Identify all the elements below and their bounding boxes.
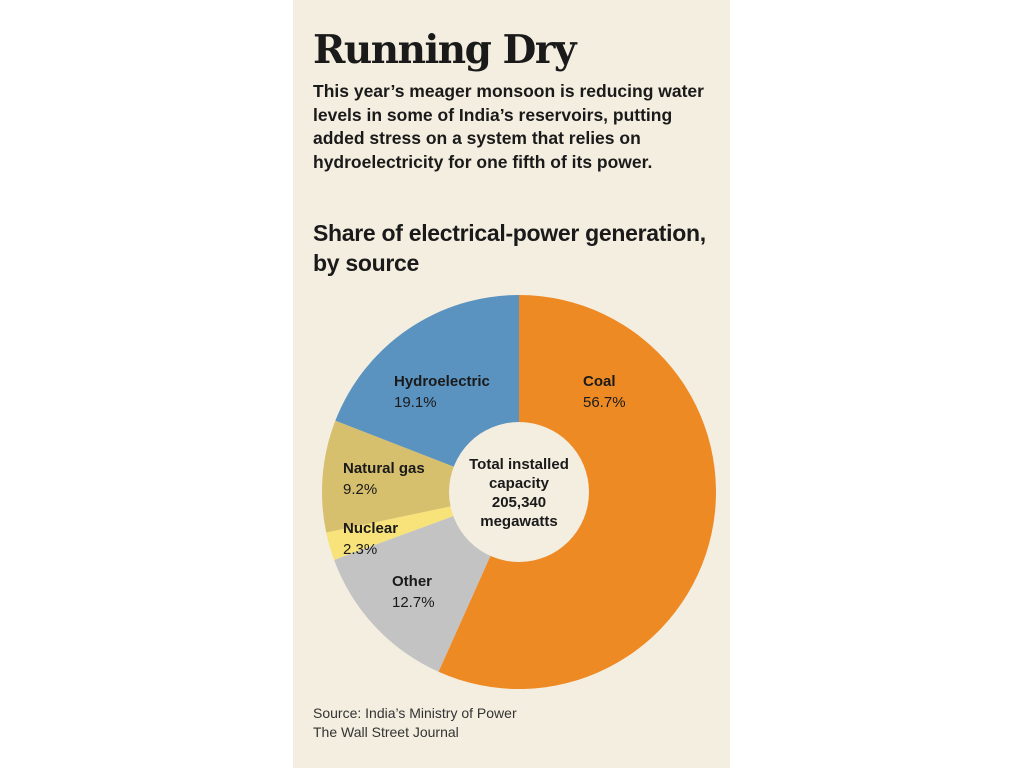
slice-label-nuclear: Nuclear	[343, 520, 398, 537]
deck-text: This year’s meager monsoon is reducing w…	[313, 81, 704, 172]
slice-value-coal: 56.7%	[583, 394, 626, 411]
center-label-line-3: 205,340	[492, 494, 546, 511]
slice-value-natural-gas: 9.2%	[343, 481, 377, 498]
infographic-panel: Running Dry This year’s meager monsoon i…	[293, 0, 730, 768]
source-line: Source: India’s Ministry of Power	[313, 705, 517, 721]
slice-natural-gas	[322, 420, 519, 533]
slice-value-other: 12.7%	[392, 594, 435, 611]
center-label-line-2: capacity	[489, 475, 550, 492]
chart-title: Share of electrical-power generation, by…	[313, 220, 706, 276]
center-label-line-4: megawatts	[480, 513, 558, 530]
headline: Running Dry	[313, 27, 577, 73]
slice-value-hydroelectric: 19.1%	[394, 394, 437, 411]
chart-center-hole	[449, 422, 589, 562]
center-label-line-1: Total installed	[469, 456, 569, 473]
source-note: Source: India’s Ministry of Power The Wa…	[313, 704, 517, 742]
slice-label-natural-gas: Natural gas	[343, 460, 425, 477]
slice-label-coal: Coal	[583, 373, 616, 390]
slice-label-hydroelectric: Hydroelectric	[394, 373, 490, 390]
donut-chart: Total installed capacity 205,340 megawat…	[322, 295, 717, 689]
slice-value-nuclear: 2.3%	[343, 541, 377, 558]
publisher-line: The Wall Street Journal	[313, 724, 459, 740]
slice-label-other: Other	[392, 573, 432, 590]
